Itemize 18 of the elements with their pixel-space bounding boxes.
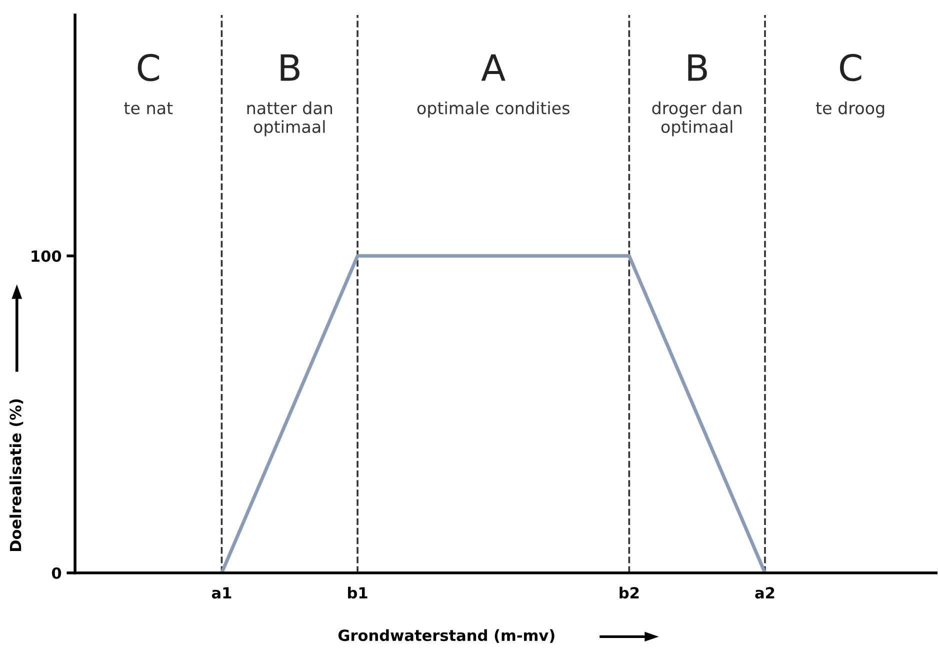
annotation: C [138, 54, 160, 82]
x-axis-title: Grondwaterstand (m-mv) [338, 629, 554, 643]
annotation: te nat [124, 102, 173, 114]
y-tick-label: 0 [52, 567, 62, 579]
annotation: droger dan optimaal [652, 101, 742, 136]
y-tick-label: 100 [32, 250, 62, 262]
annotation: te droog [816, 101, 884, 118]
annotation: natter dan optimaal [247, 101, 332, 136]
x-tick-label: a1 [212, 587, 232, 599]
annotation: optimale condities [417, 101, 570, 118]
annotation: C [840, 54, 862, 82]
x-tick-label: a2 [755, 587, 774, 599]
x-tick-label: b1 [348, 586, 368, 599]
y-axis-title: Doelrealisatie (%) [9, 399, 24, 552]
annotation: B [280, 54, 300, 81]
annotation: B [688, 54, 707, 81]
annotation: A [481, 54, 506, 81]
x-tick-label: b2 [620, 586, 639, 599]
